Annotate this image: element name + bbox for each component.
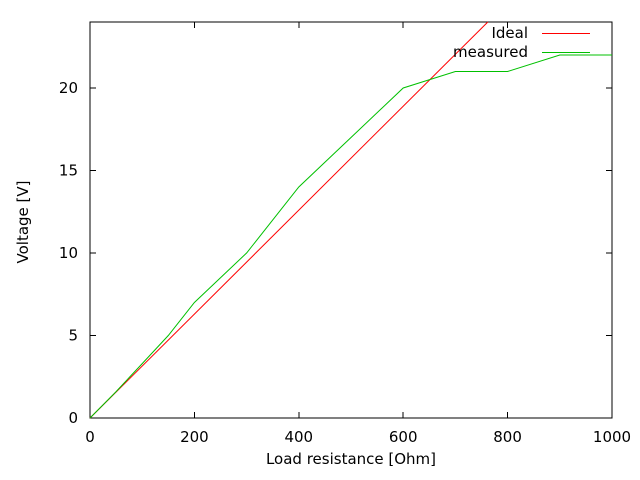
x-axis-label: Load resistance [Ohm] [265,450,437,468]
y-tick-label: 5 [68,327,78,345]
legend-item-measured: measured [453,43,590,62]
y-tick-label: 10 [59,244,78,262]
y-tick-label: 0 [68,409,78,427]
legend-item-ideal: Ideal [453,24,590,43]
series-line-measured [89,54,612,419]
legend-label-measured: measured [453,43,528,61]
plot-border [89,21,613,419]
x-tick-label: 0 [85,428,95,446]
x-tick-label: 600 [389,428,418,446]
y-tick-label: 15 [59,162,78,180]
x-tick-label: 800 [493,428,522,446]
legend-line-sample-ideal [542,33,590,34]
legend: Ideal measured [453,24,590,62]
x-tick-label: 200 [180,428,209,446]
y-tick-label: 20 [59,79,78,97]
legend-line-sample-measured [542,52,590,53]
series-line-ideal [89,21,489,419]
x-tick-label: 1000 [593,428,631,446]
legend-label-ideal: Ideal [491,24,528,42]
x-tick-label: 400 [284,428,313,446]
y-axis-label: Voltage [V] [14,180,32,264]
